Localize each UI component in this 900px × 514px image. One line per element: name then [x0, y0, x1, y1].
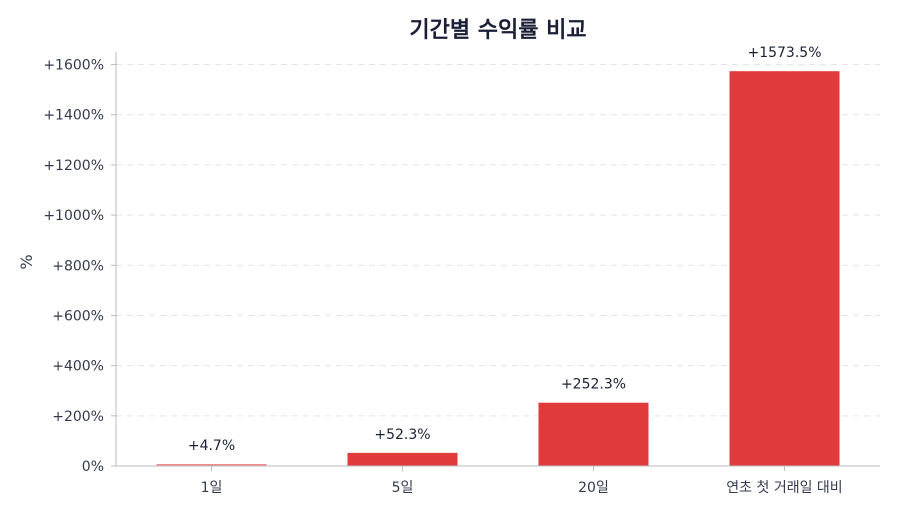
y-tick-label: +1000% — [43, 208, 104, 224]
y-tick-label: +1400% — [43, 108, 104, 124]
data-label: +1573.5% — [747, 45, 821, 61]
y-tick-label: +600% — [52, 308, 104, 324]
x-tick-label: 1일 — [201, 480, 223, 496]
bar — [729, 71, 840, 466]
data-label: +4.7% — [188, 438, 235, 454]
y-tick-label: +400% — [52, 359, 104, 375]
y-tick-label: +1600% — [43, 58, 104, 74]
y-axis-label: % — [17, 254, 36, 269]
bar — [538, 402, 649, 466]
x-tick-label: 연초 첫 거래일 대비 — [726, 480, 842, 496]
y-tick-label: +800% — [52, 258, 104, 274]
data-label: +252.3% — [561, 377, 626, 393]
y-tick-label: +200% — [52, 409, 104, 425]
bar — [156, 464, 267, 466]
y-tick-label: 0% — [82, 459, 104, 475]
y-tick-label: +1200% — [43, 158, 104, 174]
x-tick-label: 5일 — [392, 480, 414, 496]
data-label: +52.3% — [374, 427, 430, 443]
y-axis-ticks: 0% +200% +400% +600% +800% +1000% +1200% +1400%… — [43, 58, 116, 475]
x-tick-label: 20일 — [578, 480, 609, 496]
chart-title: 기간별 수익률 비교 — [409, 18, 586, 43]
bar — [347, 452, 458, 466]
data-labels: +4.7% +52.3% +252.3% +1573.5% — [188, 45, 822, 454]
x-axis-ticks: 1일 5일 20일 연초 첫 거래일 대비 — [201, 466, 843, 496]
bars — [156, 71, 840, 466]
